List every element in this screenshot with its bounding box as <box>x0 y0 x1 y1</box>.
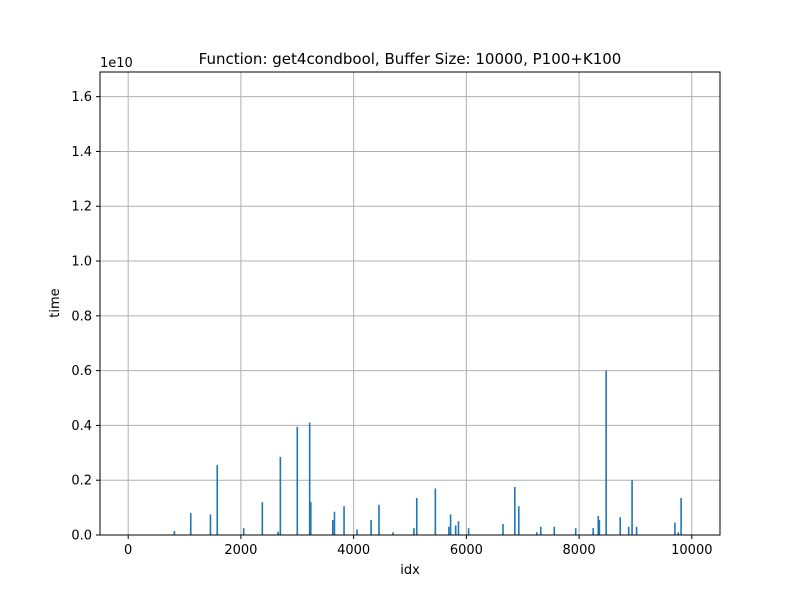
y-tick-label: 0.6 <box>71 364 92 379</box>
bar <box>631 480 633 535</box>
bar-series <box>173 370 682 535</box>
bar <box>449 514 452 535</box>
bar <box>517 506 520 535</box>
bar <box>242 528 245 535</box>
bar <box>279 456 282 535</box>
bar <box>261 502 264 535</box>
y-axis-ticks: 0.0 0.2 0.4 0.6 0.8 1.0 1.2 1.4 1.6 <box>71 90 100 544</box>
bar <box>378 504 380 535</box>
y-axis-title: time <box>48 288 63 317</box>
bar <box>598 519 601 535</box>
bar <box>277 531 279 535</box>
x-tick-label: 8000 <box>563 543 596 558</box>
bar <box>448 526 450 535</box>
bar <box>467 528 470 535</box>
bar <box>539 526 542 535</box>
y-tick-label: 0.0 <box>71 529 92 544</box>
bar <box>209 514 212 535</box>
plot-area <box>100 72 720 535</box>
x-tick-label: 0 <box>124 543 132 558</box>
y-axis-offset-label: 1e10 <box>100 56 133 71</box>
y-tick-label: 0.8 <box>71 309 92 324</box>
bar <box>592 528 594 535</box>
bar <box>536 532 538 535</box>
bar <box>343 506 345 535</box>
x-tick-label: 4000 <box>337 543 370 558</box>
bar <box>619 517 622 535</box>
x-axis-title: idx <box>400 563 420 578</box>
bar <box>370 519 372 535</box>
bar <box>680 498 682 535</box>
bar <box>674 522 676 535</box>
bar <box>502 524 504 535</box>
bar <box>189 513 192 535</box>
bar <box>356 529 358 535</box>
bar <box>597 515 600 535</box>
bar <box>331 519 334 535</box>
bar <box>310 502 312 535</box>
bar <box>392 532 394 535</box>
bar <box>434 488 437 535</box>
bar <box>677 532 680 535</box>
bar <box>454 525 457 535</box>
y-tick-label: 1.4 <box>71 145 92 160</box>
y-tick-label: 1.2 <box>71 200 92 215</box>
bar <box>553 526 556 535</box>
y-tick-label: 0.4 <box>71 419 92 434</box>
bar <box>415 498 418 535</box>
bar <box>308 422 311 535</box>
bar <box>413 528 415 535</box>
chart-title: Function: get4condbool, Buffer Size: 100… <box>199 50 622 68</box>
bar <box>173 530 176 535</box>
x-tick-label: 10000 <box>671 543 712 558</box>
bar <box>514 487 516 535</box>
plot-frame <box>99 71 721 536</box>
x-axis-ticks: 0 2000 4000 6000 8000 10000 <box>124 535 712 558</box>
bar <box>216 465 219 535</box>
x-tick-label: 6000 <box>450 543 483 558</box>
bar <box>457 521 460 535</box>
y-tick-label: 0.2 <box>71 474 92 489</box>
y-tick-label: 1.6 <box>71 90 92 105</box>
bar <box>574 528 577 535</box>
bar <box>333 511 336 535</box>
bar <box>605 370 607 535</box>
grid-lines <box>100 72 720 536</box>
x-tick-label: 2000 <box>224 543 257 558</box>
bar <box>296 426 299 535</box>
bar <box>635 526 638 535</box>
bar <box>627 526 630 535</box>
y-tick-label: 1.0 <box>71 255 92 270</box>
